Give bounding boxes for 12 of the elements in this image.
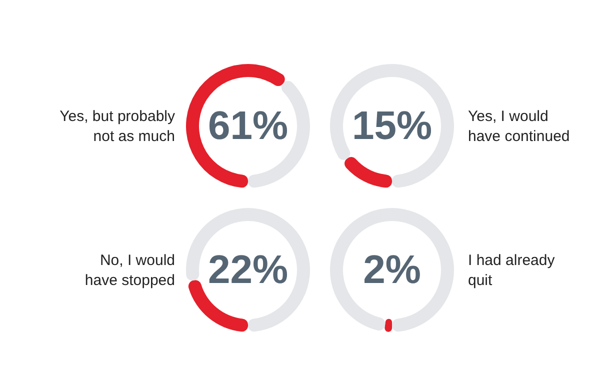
text: 2%	[363, 248, 421, 292]
text: 61%	[208, 104, 288, 148]
text: No, I would have stopped	[84, 252, 175, 289]
text: I had already quit	[468, 252, 556, 289]
text: Yes, I would have continued	[468, 108, 570, 145]
donut-slice	[344, 156, 392, 188]
donut-slice	[330, 64, 454, 188]
text: 22%	[208, 248, 288, 292]
donut-slice	[186, 208, 310, 332]
donut-slice	[384, 318, 392, 332]
text: 15%	[352, 104, 432, 148]
text: Yes, but probably not as much	[60, 108, 176, 145]
